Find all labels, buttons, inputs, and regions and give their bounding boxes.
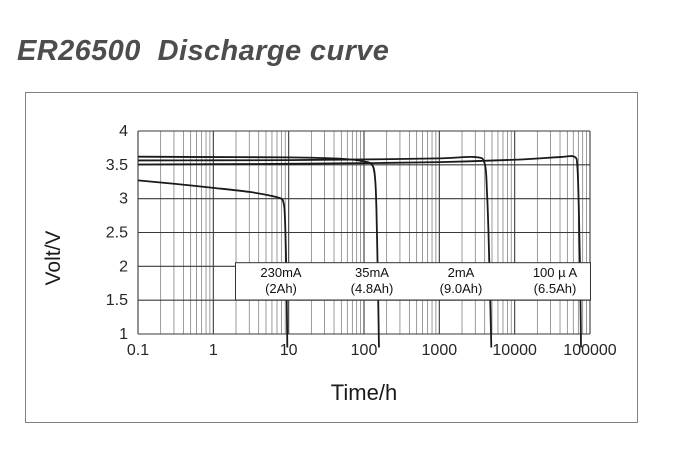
svg-text:1000: 1000 [422,342,458,359]
svg-text:2mA: 2mA [448,265,475,280]
svg-text:2: 2 [119,258,128,275]
svg-text:1: 1 [209,342,218,359]
svg-text:2.5: 2.5 [106,225,128,242]
svg-text:0.1: 0.1 [127,342,149,359]
svg-text:(9.0Ah): (9.0Ah) [440,281,483,296]
svg-text:Volt/V: Volt/V [42,231,65,286]
svg-text:100: 100 [351,342,378,359]
svg-text:100 µ A: 100 µ A [533,265,578,280]
svg-text:100000: 100000 [563,342,616,359]
svg-text:10: 10 [280,342,298,359]
svg-text:35mA: 35mA [355,265,389,280]
svg-text:(2Ah): (2Ah) [265,281,297,296]
svg-text:3: 3 [119,191,128,208]
svg-text:Time/h: Time/h [331,380,397,405]
svg-text:4: 4 [119,123,128,140]
svg-text:1: 1 [119,326,128,343]
svg-text:(6.5Ah): (6.5Ah) [534,281,577,296]
svg-text:(4.8Ah): (4.8Ah) [351,281,394,296]
svg-text:230mA: 230mA [260,265,302,280]
svg-text:10000: 10000 [492,342,537,359]
svg-text:3.5: 3.5 [106,157,128,174]
svg-text:1.5: 1.5 [106,292,128,309]
